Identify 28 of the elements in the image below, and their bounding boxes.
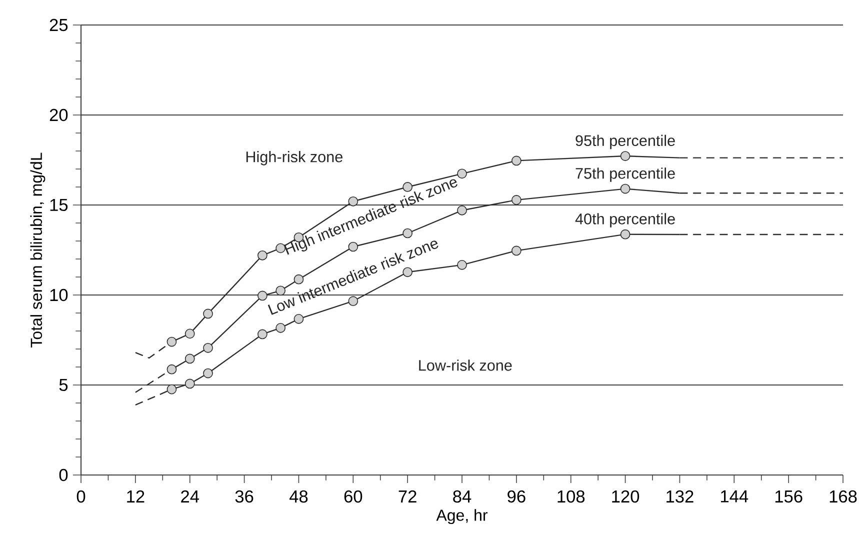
x-tick-label: 12	[127, 490, 144, 502]
x-tick-label: 168	[830, 490, 857, 503]
x-tick-label: 96	[508, 490, 526, 503]
x-tick-label: 120	[612, 490, 640, 503]
x-tick-label: 24	[181, 490, 199, 502]
y-tick-label: 0	[59, 468, 68, 482]
x-tick-label: 144	[721, 490, 748, 502]
x-tick-label: 60	[344, 490, 362, 503]
y-tick-label: 25	[50, 18, 68, 32]
series-label: 40th percentile	[575, 213, 675, 228]
x-tick-label: 0	[76, 490, 86, 503]
x-tick-label: 84	[453, 490, 472, 503]
annotation: High-risk zone	[246, 151, 342, 166]
x-tick-label: 36	[235, 490, 254, 503]
series-label: 95th percentile	[576, 134, 675, 150]
annotation: Low-risk zone	[419, 360, 512, 371]
y-axis-title: Total serum bilirubin, mg/dL	[30, 152, 46, 348]
x-tick-label: 48	[289, 490, 308, 503]
x-tick-label: 156	[775, 490, 802, 503]
y-tick-label: 5	[59, 378, 68, 392]
y-tick-label: 10	[50, 288, 68, 302]
x-tick-label: 72	[398, 490, 416, 502]
y-tick-label: 15	[50, 198, 68, 212]
series-label: 75th percentile	[576, 168, 675, 182]
x-tick-label: 108	[558, 490, 585, 503]
x-tick-label: 132	[666, 490, 694, 503]
y-tick-label: 20	[50, 108, 68, 122]
x-axis-title: Age, hr	[436, 509, 488, 524]
